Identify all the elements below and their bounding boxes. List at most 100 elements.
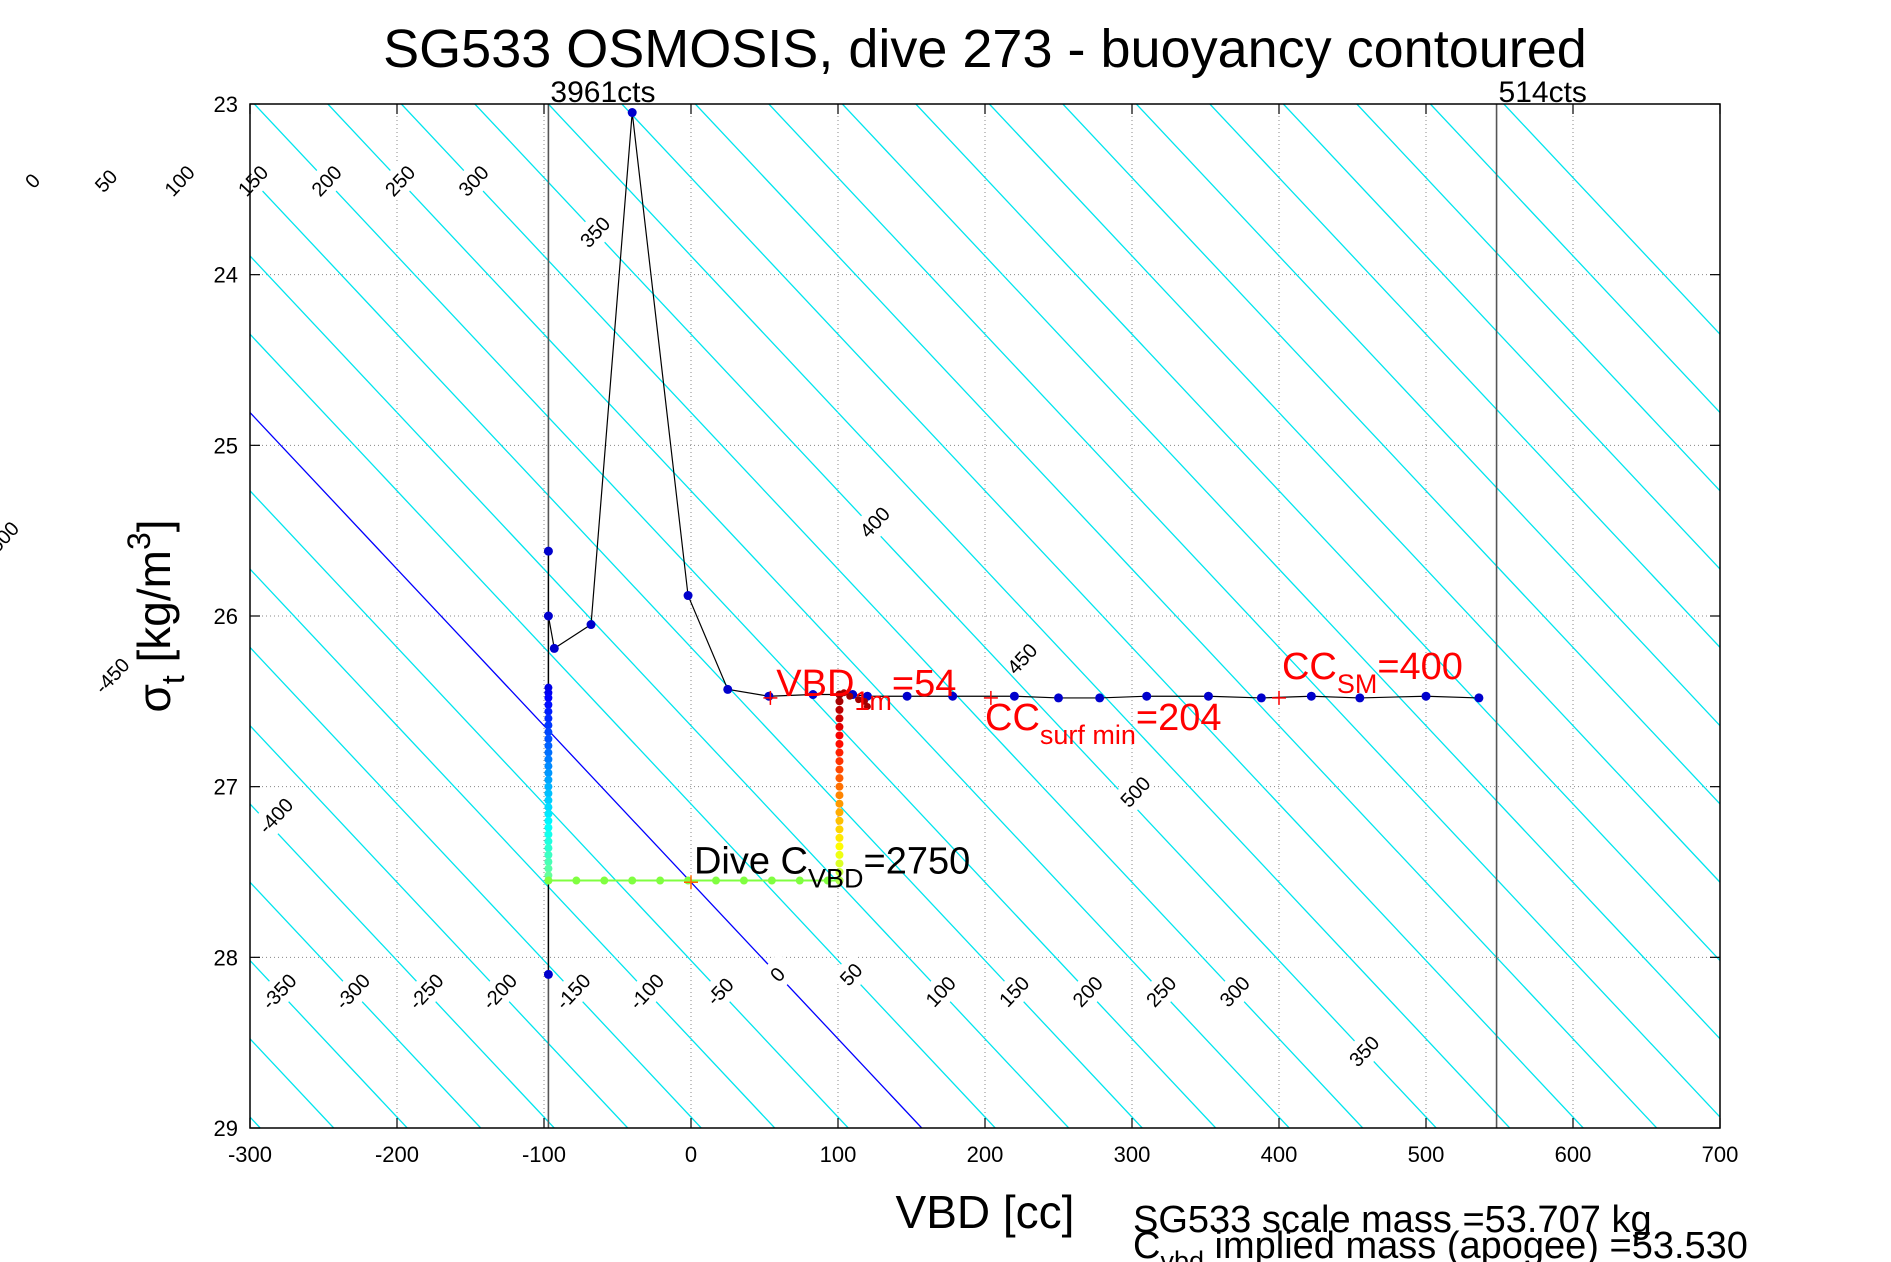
bottom-point [544,876,553,885]
buoyancy-contour [1062,104,1720,805]
buoyancy-contour [250,176,1143,1128]
y-axis-label: σt [kg/m3] [121,519,191,712]
y-axis-label-symbol: σ [128,684,180,712]
ascent-tail-point [860,697,868,705]
annotation-sub: 1m [854,686,892,716]
profile-point [1421,691,1431,701]
descent-point [544,823,553,832]
x-tick-label: -200 [375,1142,419,1167]
footer-implied-mass: Cvbd implied mass (apogee) =53.530 [1133,1225,1748,1262]
descent-point [544,864,553,873]
buoyancy-contour [250,254,1070,1128]
buoyancy-contour [250,881,482,1128]
profile-point [1009,691,1019,701]
buoyancy-contour [327,104,1290,1128]
contour-label-side-bg [1000,637,1044,680]
buoyancy-contour [250,724,629,1128]
y-tick-label: 26 [214,604,238,629]
contour-label-bottom-bg [478,970,521,1013]
profile-point [1095,693,1105,703]
buoyancy-contour [988,104,1720,884]
chart-title: SG533 OSMOSIS, dive 273 - buoyancy conto… [383,19,1587,79]
profile-point [1203,691,1213,701]
annotation-main: CC [1282,646,1337,688]
x-tick-label: 400 [1261,1142,1298,1167]
buoyancy-contour [474,104,1437,1128]
ascent-point [835,722,844,731]
y-axis-label-sup: 3 [121,532,157,550]
x-tick-label: 300 [1114,1142,1151,1167]
profile-point [902,691,912,701]
ascent-point [835,731,844,740]
contour-label-bottom-bg [698,970,742,1013]
y-axis-label-units: [kg/m [128,550,180,675]
y-tick-label: 25 [214,433,238,458]
bottom-point [628,876,637,885]
bottom-point [656,876,665,885]
y-tick-label: 27 [214,775,238,800]
bottom-point [823,876,832,885]
contour-label-bottom-bg [331,970,374,1013]
bottom-point [711,876,720,885]
descent-point [544,830,553,839]
descent-point [544,796,553,805]
descent-point [544,734,553,743]
ascent-point [835,765,844,774]
ascent-point [835,808,844,817]
profile-point [549,643,559,653]
buoyancy-contours [250,104,1720,1128]
descent-point [544,769,553,778]
ascent-point [835,799,844,808]
contour-label-top-bg [573,210,617,254]
profile-point [764,691,774,701]
contour-label-bottom-bg [257,970,301,1013]
x-tick-label: -100 [522,1142,566,1167]
descent-point [544,857,553,866]
contour-label-side-bg [90,654,134,697]
contour-label-top-bg [11,159,54,203]
y-tick-label: 28 [214,945,238,970]
ascent-point [835,825,844,834]
contour-label-side-bg [853,500,896,544]
profile-point [1256,693,1266,703]
annotation-dive-cvbd: Dive CVBD=2750 [694,840,970,893]
descent-point [544,755,553,764]
profile-point [543,546,553,556]
profile-point [723,684,733,694]
descent-point [544,721,553,730]
y-axis-label-sub: t [155,675,191,684]
ascent-point [835,850,844,859]
bottom-point [739,876,748,885]
annotation-value: =400 [1377,646,1463,688]
descent-point [544,803,553,812]
footer-cvbd-sub: vbd [1160,1246,1204,1262]
buoyancy-contour [250,333,996,1128]
descent-point [544,789,553,798]
y-tick-label: 23 [214,92,238,117]
descent-point [544,748,553,757]
contour-label-bottom-bg [992,970,1036,1013]
ascent-point [835,697,844,706]
descent-point [544,700,553,709]
buoyancy-contour [1503,104,1720,336]
ascent-point [835,868,844,876]
profile-point [948,691,958,701]
buoyancy-contour [841,104,1720,1040]
footer-scale-mass: SG533 scale mass =53.707 kg [1133,1199,1652,1241]
x-axis-label: VBD [cc] [896,1186,1075,1238]
contour-label-bottom-bg [829,953,873,996]
profile-point [543,969,553,979]
annotation-sub: surf min [1040,720,1136,750]
profile-point [586,620,596,630]
descent-point [544,809,553,818]
descent-point [544,762,553,771]
profile-point [543,611,553,621]
buoyancy-contour [547,104,1511,1128]
y-tick-label: 29 [214,1116,238,1141]
y-axis-label-close: ] [128,519,180,532]
annotation-sub: SM [1337,669,1378,699]
ascent-point [835,876,844,885]
annotation-value: =54 [892,663,956,705]
descent-point [544,850,553,859]
ascent-tail-point [840,689,848,697]
